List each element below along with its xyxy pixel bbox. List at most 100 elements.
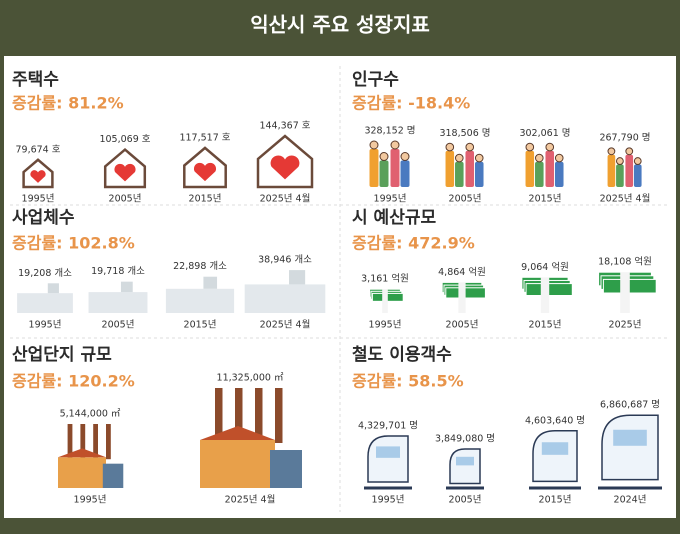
icon (22, 158, 54, 189)
item-year: 2005년 (446, 320, 479, 331)
item-value: 144,367 호 (259, 121, 310, 132)
icon (529, 430, 581, 490)
growth-rate: 증감률: 102.8% (12, 234, 135, 253)
building (88, 292, 148, 313)
chimney (67, 424, 73, 460)
icon (183, 146, 227, 189)
head (369, 140, 379, 150)
body (379, 160, 389, 187)
heart (114, 163, 136, 182)
train (367, 435, 409, 483)
item-value: 19,718 개소 (91, 266, 145, 277)
head (545, 142, 555, 152)
item-year: 1995년 (372, 495, 405, 506)
building (289, 270, 306, 285)
item-value: 5,144,000 ㎡ (60, 409, 121, 420)
item-value: 6,860,687 명 (600, 400, 660, 411)
item-value: 3,849,080 명 (435, 434, 495, 445)
icon (58, 424, 124, 488)
body (445, 150, 455, 187)
item-value: 4,603,640 명 (525, 415, 585, 426)
head (633, 157, 642, 165)
factory-annex (270, 450, 302, 488)
building (120, 281, 133, 293)
item-value: 117,517 호 (179, 132, 230, 143)
head (379, 152, 389, 161)
item-year: 2015년 (529, 320, 562, 331)
growth-rate: 증감률: 81.2% (12, 94, 124, 113)
item-year: 2025년 (609, 320, 642, 331)
body (554, 161, 564, 187)
heart (30, 170, 46, 183)
page-title: 익산시 주요 성장지표 (250, 13, 430, 37)
body (369, 149, 379, 187)
icon (364, 435, 412, 490)
item-year: 2015년 (539, 495, 572, 506)
factory-roof (200, 426, 275, 440)
icon (103, 147, 147, 189)
body (474, 161, 484, 187)
icon (445, 142, 484, 187)
money-band (540, 277, 550, 313)
body (616, 164, 624, 187)
item-value: 302,061 명 (519, 128, 570, 139)
item-year: 2025년 4월 (260, 319, 311, 331)
section-title: 주택수 (12, 70, 59, 90)
icon (441, 281, 486, 313)
chimney (275, 388, 283, 443)
item-value: 318,506 명 (439, 128, 490, 139)
house-outline (183, 146, 227, 189)
section-title: 철도 이용객수 (352, 345, 452, 365)
item-year: 2005년 (449, 495, 482, 506)
growth-rate: 증감률: -18.4% (352, 94, 470, 113)
item-year: 2025년 4월 (260, 193, 311, 205)
body (625, 154, 634, 187)
item-year: 2005년 (109, 194, 142, 205)
item-value: 9,064 억원 (521, 261, 569, 273)
section-title: 사업체수 (12, 208, 75, 228)
heart (270, 155, 300, 180)
item-value: 4,329,701 명 (358, 421, 418, 432)
head (616, 157, 624, 165)
building (244, 284, 326, 313)
train-window (613, 429, 647, 446)
factory-annex (102, 463, 124, 488)
chimney (80, 424, 86, 460)
factory-building (58, 457, 106, 488)
section-title: 산업단지 규모 (12, 345, 112, 365)
item-year: 1995년 (369, 320, 402, 331)
head (607, 147, 616, 156)
head (400, 152, 410, 161)
head (535, 153, 544, 163)
icon (165, 276, 235, 313)
icon (525, 142, 564, 187)
train-window (541, 442, 569, 455)
item-year: 2025년 4월 (225, 494, 276, 506)
train-window (376, 446, 400, 458)
house-outline (22, 158, 54, 189)
icon (17, 283, 73, 313)
body (465, 150, 475, 187)
building (17, 293, 73, 313)
item-year: 1995년 (29, 320, 62, 331)
item-value: 267,790 명 (599, 132, 650, 143)
head (445, 142, 455, 152)
item-year: 1995년 (74, 495, 107, 506)
icon (607, 147, 642, 187)
head (525, 142, 535, 152)
growth-rate: 증감률: 120.2% (12, 372, 135, 391)
head (625, 147, 634, 156)
money-band (458, 282, 466, 313)
money-band (382, 289, 388, 313)
icon (369, 288, 404, 313)
icon (200, 388, 302, 488)
head (465, 142, 475, 152)
money-band (620, 272, 630, 313)
icon (598, 414, 662, 490)
item-value: 328,152 명 (364, 126, 415, 137)
item-value: 38,946 개소 (258, 255, 312, 266)
body (535, 161, 544, 187)
heart (193, 162, 217, 182)
item-year: 2024년 (614, 495, 647, 506)
factory-building (200, 440, 275, 488)
